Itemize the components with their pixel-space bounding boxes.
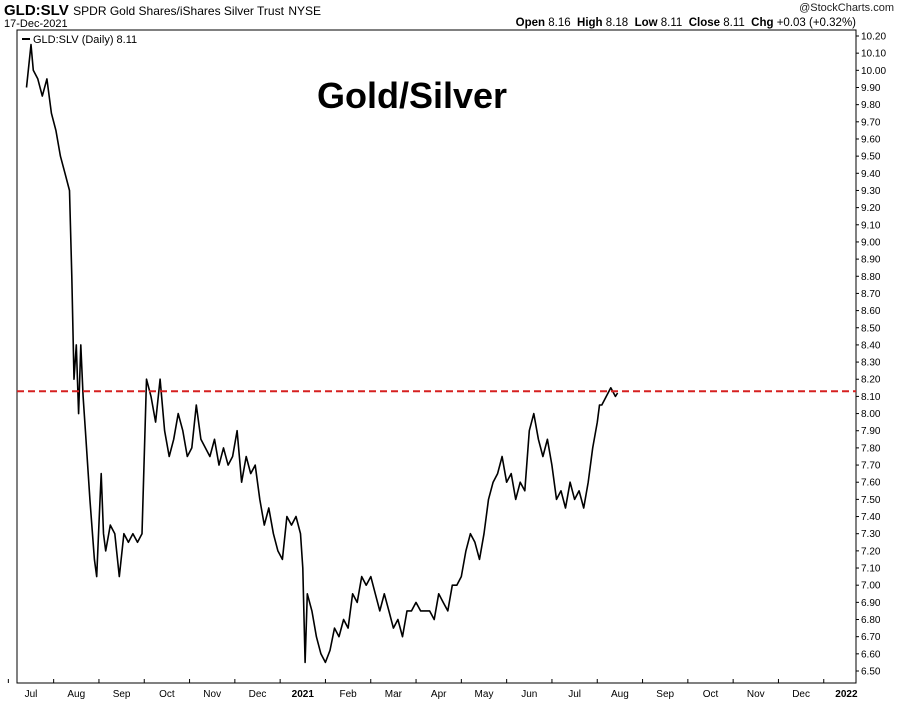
x-tick-label: Oct xyxy=(159,689,175,700)
y-tick-label: 9.80 xyxy=(861,100,881,111)
y-tick-label: 10.00 xyxy=(861,66,886,77)
y-tick-label: 6.50 xyxy=(861,667,881,678)
x-tick-label: Jun xyxy=(521,689,537,700)
y-tick-label: 7.50 xyxy=(861,495,881,506)
y-tick-label: 8.70 xyxy=(861,289,881,300)
y-tick-label: 8.30 xyxy=(861,358,881,369)
symbol: GLD:SLV xyxy=(4,2,69,19)
y-tick-label: 6.70 xyxy=(861,632,881,643)
y-tick-label: 10.20 xyxy=(861,32,886,43)
chg-value: +0.03 (+0.32%) xyxy=(776,17,856,29)
y-tick-label: 8.00 xyxy=(861,409,881,420)
ohlc-readout: Open 8.16 High 8.18 Low 8.11 Close 8.11 … xyxy=(516,17,856,29)
y-tick-label: 8.90 xyxy=(861,255,881,266)
open-value: 8.16 xyxy=(548,17,571,29)
x-tick-label: Feb xyxy=(339,689,357,700)
chart-header: GLD:SLV SPDR Gold Shares/iShares Silver … xyxy=(4,2,321,20)
x-tick-label: Jul xyxy=(25,689,38,700)
y-tick-label: 10.10 xyxy=(861,49,886,60)
y-tick-label: 8.80 xyxy=(861,272,881,283)
y-tick-label: 9.40 xyxy=(861,169,881,180)
chg-label: Chg xyxy=(751,17,774,29)
y-tick-label: 9.00 xyxy=(861,237,881,248)
y-tick-label: 7.30 xyxy=(861,529,881,540)
copyright[interactable]: @StockCharts.com xyxy=(799,2,894,14)
y-tick-label: 7.40 xyxy=(861,512,881,523)
y-tick-label: 9.10 xyxy=(861,220,881,231)
low-label: Low xyxy=(634,17,658,29)
open-label: Open xyxy=(515,17,546,29)
series-layer xyxy=(25,43,619,664)
y-tick-label: 9.90 xyxy=(861,83,881,94)
x-tick-label: 2022 xyxy=(835,689,858,700)
x-tick-label: Aug xyxy=(67,689,85,700)
y-tick-label: 8.60 xyxy=(861,306,881,317)
description: SPDR Gold Shares/iShares Silver Trust xyxy=(73,4,284,18)
close-value: 8.11 xyxy=(723,17,745,29)
x-axis: Jul Aug Sep Oct Nov Dec 2021 Feb Mar Apr May Jun Jul… xyxy=(7,679,858,700)
y-tick-label: 7.00 xyxy=(861,581,881,592)
y-tick-label: 9.20 xyxy=(861,203,881,214)
y-tick-label: 7.10 xyxy=(861,564,881,575)
x-tick-label: Mar xyxy=(385,689,403,700)
y-tick-label: 7.60 xyxy=(861,478,881,489)
series-line-0 xyxy=(25,43,619,664)
x-tick-label: Nov xyxy=(747,689,765,700)
legend-label: GLD:SLV (Daily) 8.11 xyxy=(33,34,137,46)
x-tick-label: Oct xyxy=(703,689,719,700)
x-tick-label: Sep xyxy=(113,689,131,700)
y-tick-label: 9.30 xyxy=(861,186,881,197)
exchange: NYSE xyxy=(288,4,322,18)
y-axis: 10.20 10.10 10.00 9.90 9.80 9.70 9.60 9.50 9.40 9… xyxy=(856,32,886,678)
x-tick-label: Sep xyxy=(656,689,674,700)
x-tick-label: 2021 xyxy=(292,689,315,700)
close-label: Close xyxy=(688,17,721,29)
y-tick-label: 8.50 xyxy=(861,323,881,334)
x-tick-label: May xyxy=(475,689,494,700)
y-tick-label: 8.40 xyxy=(861,340,881,351)
x-tick-label: Aug xyxy=(611,689,629,700)
chart-date: 17-Dec-2021 xyxy=(4,18,68,30)
high-label: High xyxy=(577,17,603,29)
plot-frame xyxy=(16,29,857,684)
x-tick-label: Jul xyxy=(568,689,581,700)
x-tick-label: Dec xyxy=(249,689,267,700)
chart-title: Gold/Silver xyxy=(317,75,507,116)
y-tick-label: 9.60 xyxy=(861,134,881,145)
y-tick-label: 6.80 xyxy=(861,615,881,626)
y-tick-label: 7.70 xyxy=(861,461,881,472)
y-tick-label: 7.80 xyxy=(861,443,881,454)
x-tick-label: Apr xyxy=(431,689,447,700)
y-tick-label: 6.90 xyxy=(861,598,881,609)
y-tick-label: 9.70 xyxy=(861,117,881,128)
high-value: 8.18 xyxy=(605,17,629,29)
y-tick-label: 7.20 xyxy=(861,546,881,557)
y-tick-label: 7.90 xyxy=(861,426,881,437)
y-tick-label: 9.50 xyxy=(861,152,881,163)
x-tick-label: Dec xyxy=(792,689,810,700)
y-tick-label: 8.20 xyxy=(861,375,881,386)
y-tick-label: 8.10 xyxy=(861,392,881,403)
low-value: 8.11 xyxy=(660,17,683,29)
y-tick-label: 6.60 xyxy=(861,649,881,660)
x-tick-label: Nov xyxy=(203,689,221,700)
